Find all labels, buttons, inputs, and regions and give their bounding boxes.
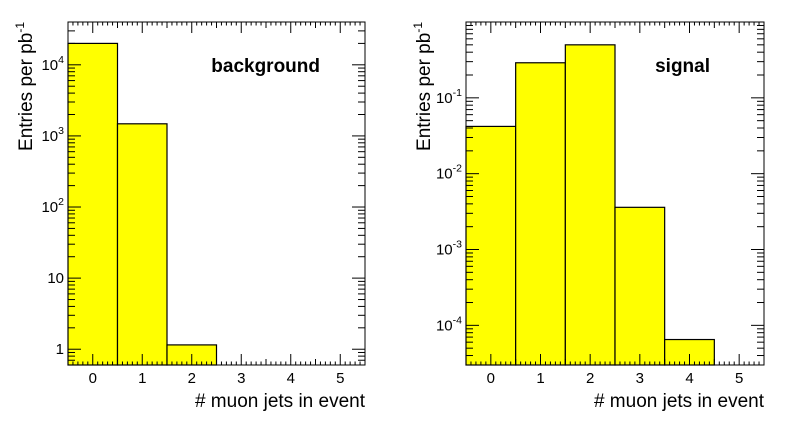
x-tick-label: 2 [188, 370, 196, 387]
signal-panel: 0 1 2 3 4 5 10-1 10-2 10-3 10-4 # muon jets in eve… [411, 21, 765, 412]
y-tick-label: 10-3 [436, 239, 462, 259]
x-tick-label: 4 [287, 370, 295, 387]
bar-0 [465, 125, 517, 366]
x-axis-title: # muon jets in event [594, 391, 765, 412]
x-tick-label: 2 [586, 370, 594, 387]
x-tick-label: 1 [138, 370, 146, 387]
x-tick-label: 5 [735, 370, 743, 387]
y-axis-title: Entries per pb-1 [13, 22, 37, 151]
y-tick-label: 103 [41, 125, 64, 145]
y-tick-label: 104 [41, 54, 64, 74]
x-tick-label: 0 [89, 370, 97, 387]
x-tick-label: 1 [536, 370, 544, 387]
y-tick-label: 10-1 [436, 87, 462, 107]
x-axis: 0 1 2 3 4 5 [72, 22, 361, 387]
y-tick-label: 102 [41, 196, 64, 216]
x-tick-label: 5 [336, 370, 344, 387]
bar-3 [614, 206, 666, 366]
bar-2 [564, 44, 616, 366]
y-tick-label: 10-2 [436, 163, 462, 183]
plot-label: signal [655, 56, 710, 77]
x-axis-title: # muon jets in event [195, 391, 366, 412]
y-axis-title: Entries per pb-1 [411, 22, 435, 151]
x-axis: 0 1 2 3 4 5 [470, 22, 760, 387]
x-tick-label: 4 [685, 370, 693, 387]
plot-label: background [211, 56, 320, 77]
x-tick-label: 0 [487, 370, 495, 387]
y-tick-label: 10-4 [436, 314, 462, 334]
y-tick-label: 10 [47, 270, 64, 287]
bar-1 [515, 62, 566, 366]
bar-1 [116, 123, 168, 366]
bars [67, 42, 218, 366]
x-tick-label: 3 [237, 370, 245, 387]
bar-0 [67, 42, 119, 366]
y-tick-label: 1 [56, 341, 64, 358]
y-axis: 10-1 10-2 10-3 10-4 [436, 21, 764, 366]
bars [465, 44, 715, 366]
x-tick-label: 3 [636, 370, 644, 387]
